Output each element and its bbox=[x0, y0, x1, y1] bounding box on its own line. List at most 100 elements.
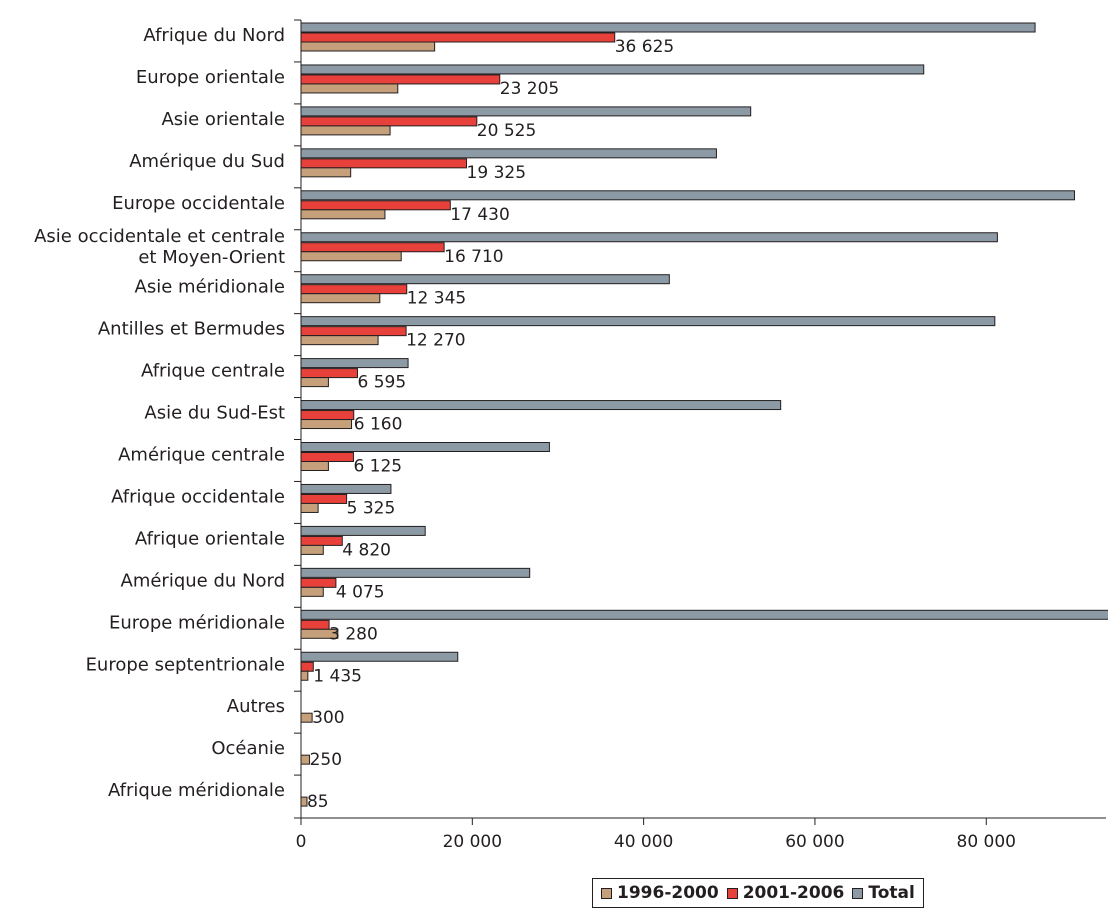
bar-2001-2006-europe-septentrionale bbox=[300, 661, 314, 672]
legend-label-1996-2000: 1996-2000 bbox=[617, 883, 719, 903]
data-label-oceanie: 250 bbox=[310, 750, 342, 770]
data-label-afrique-meridionale: 85 bbox=[307, 792, 329, 812]
bar-1996-2000-asie-du-sud-est bbox=[300, 419, 353, 430]
bar-1996-2000-afrique-du-nord bbox=[300, 41, 436, 52]
bar-2001-2006-amerique-du-nord bbox=[300, 577, 337, 588]
bar-total-asie-occidentale-et-centrale-et-moyen-orient bbox=[300, 232, 998, 243]
legend-label-total: Total bbox=[868, 883, 915, 903]
category-label-afrique-centrale: Afrique centrale bbox=[141, 361, 285, 382]
bar-1996-2000-asie-occidentale-et-centrale-et-moyen-orient bbox=[300, 251, 402, 262]
x-tick-label: 60 000 bbox=[785, 832, 844, 852]
x-tick-label: 80 000 bbox=[957, 832, 1016, 852]
data-label-amerique-centrale: 6 125 bbox=[353, 457, 402, 477]
data-label-antilles-et-bermudes: 12 270 bbox=[406, 331, 465, 351]
legend-swatch-total bbox=[852, 887, 864, 899]
category-label-europe-orientale: Europe orientale bbox=[136, 67, 285, 88]
category-label-asie-meridionale: Asie méridionale bbox=[135, 277, 285, 298]
category-label-europe-occidentale: Europe occidentale bbox=[112, 193, 285, 214]
data-label-amerique-du-sud: 19 325 bbox=[467, 163, 526, 183]
bar-total-europe-septentrionale bbox=[300, 651, 459, 662]
category-label-antilles-et-bermudes: Antilles et Bermudes bbox=[98, 319, 285, 340]
bar-total-afrique-du-nord bbox=[300, 22, 1036, 33]
bar-2001-2006-afrique-orientale bbox=[300, 535, 343, 546]
bar-2001-2006-europe-occidentale bbox=[300, 200, 451, 211]
category-label-asie-occidentale-et-centrale-et-moyen-orient: Asie occidentale et centrale et Moyen-Ori… bbox=[34, 226, 285, 268]
bar-total-amerique-centrale bbox=[300, 442, 550, 452]
category-label-europe-septentrionale: Europe septentrionale bbox=[86, 654, 285, 675]
bar-2001-2006-asie-meridionale bbox=[300, 284, 408, 295]
bar-chart: 36 625 Afrique du Nord 23 205 Europe orient… bbox=[34, 19, 1108, 852]
data-label-autres: 300 bbox=[312, 708, 344, 728]
category-label-amerique-du-nord: Amérique du Nord bbox=[121, 570, 286, 591]
data-label-europe-septentrionale: 1 435 bbox=[313, 666, 362, 686]
bar-1996-2000-afrique-occidentale bbox=[300, 502, 319, 513]
category-label-oceanie: Océanie bbox=[211, 738, 285, 759]
bar-2001-2006-asie-occidentale-et-centrale-et-moyen-orient bbox=[300, 242, 445, 253]
bar-1996-2000-amerique-du-sud bbox=[300, 167, 352, 178]
bar-1996-2000-afrique-centrale bbox=[300, 377, 329, 388]
bar-total-amerique-du-nord bbox=[300, 567, 531, 578]
category-label-europe-meridionale: Europe méridionale bbox=[109, 612, 285, 633]
data-label-asie-occidentale-et-centrale-et-moyen-orient: 16 710 bbox=[444, 247, 503, 267]
data-label-asie-orientale: 20 525 bbox=[477, 121, 536, 141]
data-label-afrique-du-nord: 36 625 bbox=[615, 37, 674, 57]
legend-swatch-1996-2000 bbox=[601, 887, 612, 899]
category-label-amerique-centrale: Amérique centrale bbox=[118, 445, 285, 466]
bar-2001-2006-asie-du-sud-est bbox=[300, 410, 355, 421]
x-tick-label: 40 000 bbox=[614, 832, 673, 852]
bar-1996-2000-amerique-du-nord bbox=[300, 586, 324, 597]
bar-1996-2000-amerique-centrale bbox=[300, 461, 329, 471]
legend-label-2001-2006: 2001-2006 bbox=[742, 883, 845, 903]
data-label-asie-meridionale: 12 345 bbox=[407, 289, 466, 309]
bar-1996-2000-asie-meridionale bbox=[300, 293, 381, 304]
bar-total-afrique-occidentale bbox=[300, 483, 392, 494]
bar-1996-2000-europe-septentrionale bbox=[300, 670, 309, 681]
bar-total-asie-orientale bbox=[300, 106, 752, 117]
category-label-afrique-meridionale: Afrique méridionale bbox=[108, 780, 285, 801]
bar-total-afrique-centrale bbox=[300, 358, 409, 369]
legend-item-1996-2000: 1996-2000 bbox=[601, 883, 719, 903]
legend-item-total: Total bbox=[852, 883, 915, 903]
bar-2001-2006-antilles-et-bermudes bbox=[300, 326, 407, 337]
data-label-europe-orientale: 23 205 bbox=[500, 79, 559, 99]
bar-2001-2006-amerique-du-sud bbox=[300, 158, 468, 169]
bar-1996-2000-europe-occidentale bbox=[300, 209, 386, 220]
data-label-afrique-occidentale: 5 325 bbox=[347, 498, 396, 518]
legend: 1996-2000 2001-2006 Total bbox=[592, 878, 924, 908]
category-label-afrique-occidentale: Afrique occidentale bbox=[111, 486, 285, 507]
bar-2001-2006-europe-meridionale bbox=[300, 619, 330, 630]
data-label-afrique-orientale: 4 820 bbox=[342, 540, 391, 560]
bar-total-asie-meridionale bbox=[300, 274, 670, 285]
bar-1996-2000-asie-orientale bbox=[300, 125, 391, 136]
legend-item-2001-2006: 2001-2006 bbox=[726, 883, 845, 903]
bar-total-afrique-orientale bbox=[300, 525, 426, 536]
category-label-afrique-orientale: Afrique orientale bbox=[135, 528, 285, 549]
category-label-afrique-du-nord: Afrique du Nord bbox=[143, 25, 285, 46]
bar-2001-2006-asie-orientale bbox=[300, 116, 478, 127]
bar-1996-2000-oceanie bbox=[300, 754, 311, 765]
bar-1996-2000-antilles-et-bermudes bbox=[300, 335, 379, 346]
category-label-autres: Autres bbox=[227, 696, 285, 717]
bar-1996-2000-afrique-orientale bbox=[300, 544, 324, 555]
bar-total-europe-orientale bbox=[300, 64, 925, 75]
x-tick-label: 20 000 bbox=[443, 832, 502, 852]
bar-total-asie-du-sud-est bbox=[300, 400, 782, 411]
category-label-asie-orientale: Asie orientale bbox=[161, 109, 285, 130]
bar-2001-2006-afrique-occidentale bbox=[300, 493, 348, 504]
bar-2001-2006-europe-orientale bbox=[300, 74, 501, 85]
bar-1996-2000-europe-orientale bbox=[300, 83, 399, 94]
category-label-amerique-du-sud: Amérique du Sud bbox=[129, 151, 285, 172]
data-label-europe-occidentale: 17 430 bbox=[450, 205, 509, 225]
data-label-amerique-du-nord: 4 075 bbox=[336, 582, 385, 602]
bar-2001-2006-afrique-du-nord bbox=[300, 32, 616, 43]
bar-2001-2006-amerique-centrale bbox=[300, 452, 354, 462]
data-label-asie-du-sud-est: 6 160 bbox=[354, 415, 403, 435]
legend-swatch-2001-2006 bbox=[726, 887, 738, 899]
data-label-afrique-centrale: 6 595 bbox=[357, 373, 406, 393]
bar-total-europe-meridionale bbox=[300, 609, 1108, 620]
data-label-europe-meridionale: 3 280 bbox=[329, 624, 378, 644]
bar-2001-2006-afrique-centrale bbox=[300, 368, 358, 379]
bar-total-antilles-et-bermudes bbox=[300, 316, 996, 327]
bar-1996-2000-autres bbox=[300, 712, 313, 723]
